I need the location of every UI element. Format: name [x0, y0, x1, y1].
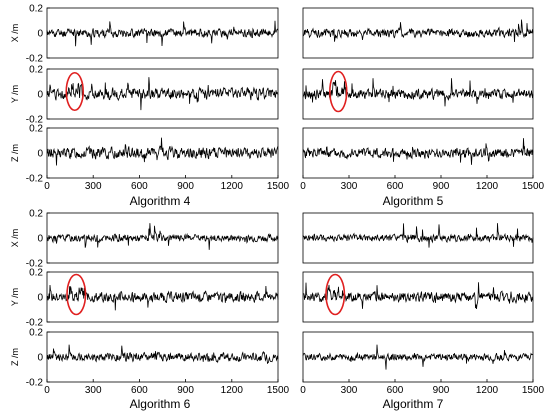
x-tick-label: 300	[85, 181, 102, 192]
axes-frame	[302, 7, 534, 59]
subplot-2-1	[302, 7, 534, 59]
subplot-1-1: 0.2 0 -0.2 X /m	[10, 4, 279, 65]
y-tick-label: -0.2	[26, 174, 44, 185]
axes-frame	[302, 271, 534, 323]
x-tick-label: 0	[300, 385, 306, 396]
subplot-2-2	[302, 68, 534, 120]
series-trace	[46, 223, 279, 250]
chart-title: Algorithm 6	[130, 397, 191, 411]
subplot-4-3	[302, 331, 534, 383]
x-tick-label: 1500	[522, 181, 545, 192]
subplot-2-3	[302, 127, 534, 179]
x-tick-label: 900	[433, 181, 450, 192]
x-tick-label: 900	[177, 385, 194, 396]
x-tick-label: 0	[44, 181, 50, 192]
y-tick-label: 0	[37, 90, 43, 101]
x-tick-label: 0	[44, 385, 50, 396]
y-axis-label: Y /m	[10, 288, 20, 306]
subplot-3-1: 0.2 0 -0.2 X /m	[10, 209, 279, 270]
x-tick-label: 600	[131, 181, 148, 192]
highlight-ellipse	[329, 70, 348, 113]
x-tick-label: 1500	[267, 385, 290, 396]
axes-frame	[302, 68, 534, 120]
y-tick-label: 0	[37, 353, 43, 364]
x-tick-label: 900	[177, 181, 194, 192]
y-tick-label: -0.2	[26, 318, 44, 329]
x-tick-label: 1500	[522, 385, 545, 396]
axes-frame	[302, 212, 534, 264]
x-tick-label: 1200	[476, 385, 499, 396]
y-tick-label: 0	[37, 293, 43, 304]
chart-title: Algorithm 4	[130, 194, 191, 208]
x-tick-label: 0	[300, 181, 306, 192]
series-trace	[302, 19, 534, 43]
series-trace	[46, 77, 279, 111]
x-tick-label: 900	[433, 385, 450, 396]
y-tick-label: 0	[37, 29, 43, 40]
y-tick-label: 0.2	[29, 65, 43, 76]
y-axis-label: Z /m	[10, 348, 20, 366]
y-tick-label: 0.2	[29, 328, 43, 339]
y-axis-label: X /m	[10, 229, 20, 248]
subplot-3-2: 0.2 0 -0.2 Y /m	[10, 268, 279, 329]
axes-frame	[302, 127, 534, 179]
chart-title: Algorithm 7	[383, 397, 444, 411]
x-tick-label: 1500	[267, 181, 290, 192]
y-tick-label: -0.2	[26, 54, 44, 65]
series-trace	[46, 344, 279, 364]
x-tick-label: 1200	[221, 385, 244, 396]
x-tick-label: 300	[341, 181, 358, 192]
series-trace	[302, 78, 534, 107]
highlight-ellipse	[66, 273, 87, 316]
x-tick-label: 600	[387, 385, 404, 396]
subplot-4-2	[302, 271, 534, 323]
y-axis-label: Z /m	[10, 144, 20, 162]
y-tick-label: -0.2	[26, 259, 44, 270]
subplot-1-2: 0.2 0 -0.2 Y /m	[10, 65, 279, 126]
axes-frame	[302, 331, 534, 383]
chart-3: 0.20-0.2X /m0.20-0.2Y /m0.20-0.2Z /m0 300…	[10, 209, 290, 412]
x-tick-label: 600	[131, 385, 148, 396]
y-tick-label: 0.2	[29, 4, 43, 15]
chart-2: 0 300 600 900 1200 1500 Algorithm 5	[300, 7, 545, 208]
y-tick-label: 0.2	[29, 209, 43, 220]
highlight-ellipse	[325, 273, 346, 316]
y-tick-label: 0.2	[29, 124, 43, 135]
y-axis-label: X /m	[10, 24, 20, 43]
chart-title: Algorithm 5	[383, 194, 444, 208]
y-tick-label: 0	[37, 234, 43, 245]
subplot-1-3: 0.2 0 -0.2 Z /m	[10, 124, 279, 185]
y-tick-label: -0.2	[26, 378, 44, 389]
series-trace	[302, 282, 534, 310]
series-trace	[46, 284, 279, 311]
series-trace	[302, 138, 534, 165]
chart-1: 0.20-0.2X /m0.20-0.2Y /m0.20-0.2Z /m0 300…	[10, 4, 290, 209]
y-tick-label: -0.2	[26, 115, 44, 126]
highlight-ellipse	[65, 71, 84, 112]
y-tick-label: 0	[37, 149, 43, 160]
x-tick-label: 1200	[476, 181, 499, 192]
subplot-3-3: 0.2 0 -0.2 Z /m	[10, 328, 279, 389]
subplot-4-1	[302, 212, 534, 264]
x-tick-label: 300	[85, 385, 102, 396]
series-trace	[302, 223, 534, 248]
x-tick-label: 600	[387, 181, 404, 192]
series-trace	[302, 344, 534, 370]
series-trace	[46, 20, 279, 47]
x-tick-label: 300	[341, 385, 358, 396]
y-tick-label: 0.2	[29, 268, 43, 279]
series-trace	[46, 137, 279, 166]
x-tick-label: 1200	[221, 181, 244, 192]
chart-4: 0 300 600 900 1200 1500 Algorithm 7	[300, 212, 545, 411]
y-axis-label: Y /m	[10, 85, 20, 103]
